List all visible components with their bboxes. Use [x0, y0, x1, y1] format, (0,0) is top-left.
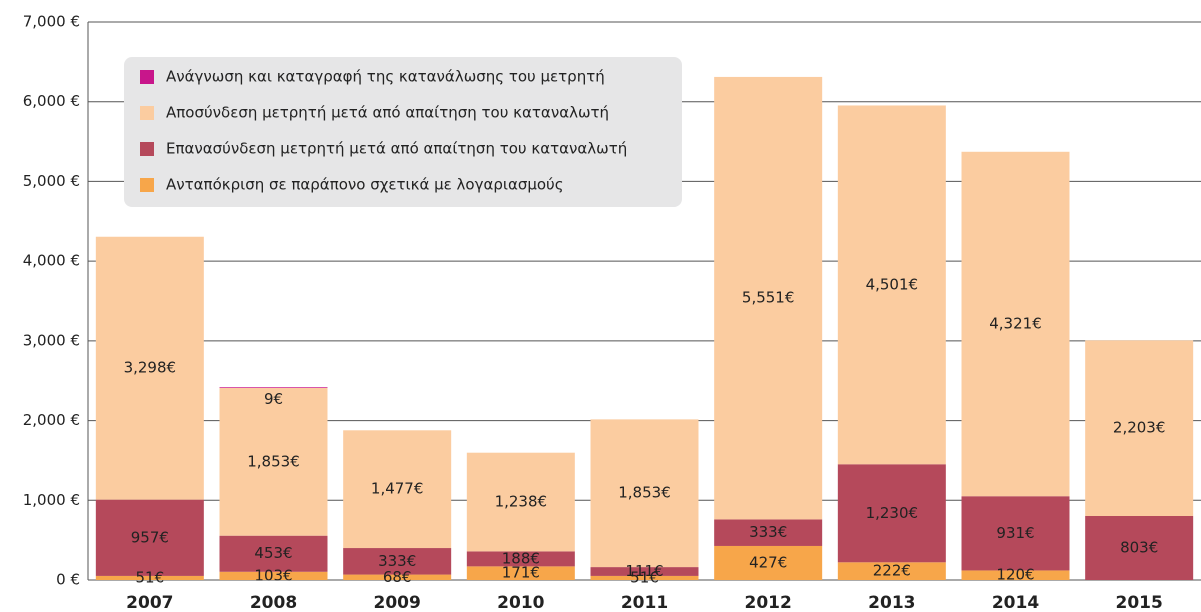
x-tick-label: 2010: [497, 593, 544, 612]
bar-segment: [343, 574, 452, 580]
bar-segment: [961, 570, 1070, 580]
bar-segment: [219, 387, 328, 536]
bar-segment: [219, 535, 328, 572]
y-tick-label: 6,000 €: [23, 92, 80, 110]
value-label: 51€: [630, 568, 659, 586]
bar-segment: [466, 551, 575, 567]
value-label: 103€: [254, 566, 292, 584]
value-label: 9€: [264, 390, 283, 408]
x-tick-label: 2015: [1116, 593, 1163, 612]
bar-segment: [1085, 515, 1194, 580]
value-label: 111€: [625, 562, 663, 580]
value-label: 68€: [383, 568, 412, 586]
legend-swatch: [140, 142, 154, 156]
bar-segment: [466, 566, 575, 580]
bar-segment: [714, 76, 823, 520]
value-label: 931€: [996, 524, 1034, 542]
value-label: 3,298€: [124, 359, 177, 377]
legend-box: [124, 57, 682, 207]
value-label: 1,238€: [495, 493, 548, 511]
legend-label: Επανασύνδεση μετρητή μετά από απαίτηση τ…: [166, 140, 627, 158]
bar-segment: [837, 562, 946, 580]
bar-segment: [343, 548, 452, 575]
bar-segment: [961, 151, 1070, 497]
value-label: 4,501€: [866, 275, 919, 293]
legend-swatch: [140, 106, 154, 120]
y-tick-label: 1,000 €: [23, 491, 80, 509]
bar-segment: [837, 464, 946, 563]
bar-segment: [1085, 340, 1194, 516]
value-label: 1,853€: [247, 452, 300, 470]
value-label: 5,551€: [742, 289, 795, 307]
y-tick-label: 0 €: [56, 571, 80, 589]
legend-label: Ανταπόκριση σε παράπονο σχετικά με λογαρ…: [166, 176, 564, 194]
value-label: 333€: [378, 552, 416, 570]
value-label: 453€: [254, 544, 292, 562]
bar-segment: [714, 519, 823, 546]
bar-segment: [837, 105, 946, 465]
x-tick-label: 2013: [868, 593, 915, 612]
bar-segment: [219, 571, 328, 580]
y-tick-label: 2,000 €: [23, 411, 80, 429]
bar-segment: [714, 545, 823, 580]
value-label: 188€: [502, 549, 540, 567]
bar-segment: [95, 499, 204, 576]
legend-swatch: [140, 70, 154, 84]
value-label: 427€: [749, 553, 787, 571]
value-label: 120€: [996, 566, 1034, 584]
value-label: 957€: [131, 528, 169, 546]
x-tick-label: 2007: [126, 593, 173, 612]
y-tick-label: 7,000 €: [23, 13, 80, 31]
value-label: 2,203€: [1113, 419, 1166, 437]
x-tick-label: 2008: [250, 593, 297, 612]
bar-segment: [590, 419, 699, 568]
value-label: 333€: [749, 523, 787, 541]
value-label: 803€: [1120, 538, 1158, 556]
x-tick-label: 2014: [992, 593, 1039, 612]
legend-label: Αποσύνδεση μετρητή μετά από απαίτηση του…: [166, 104, 609, 122]
legend-swatch: [140, 178, 154, 192]
bar-segment: [95, 575, 204, 580]
legend-label: Ανάγνωση και καταγραφή της κατανάλωσης τ…: [166, 68, 605, 86]
bar-segment: [95, 236, 204, 500]
value-label: 1,230€: [866, 504, 919, 522]
value-label: 1,853€: [618, 484, 671, 502]
x-tick-label: 2009: [374, 593, 421, 612]
y-tick-label: 3,000 €: [23, 331, 80, 349]
value-label: 222€: [873, 562, 911, 580]
bar-segment: [590, 575, 699, 580]
bar-segment: [343, 430, 452, 549]
bar-segment: [961, 496, 1070, 571]
value-label: 4,321€: [989, 314, 1042, 332]
value-label: 1,477€: [371, 480, 424, 498]
y-tick-label: 5,000 €: [23, 172, 80, 190]
bar-segment: [466, 452, 575, 552]
value-label: 51€: [136, 568, 165, 586]
value-label: 171€: [502, 564, 540, 582]
x-tick-label: 2011: [621, 593, 668, 612]
bar-segment: [590, 567, 699, 576]
x-tick-label: 2012: [745, 593, 792, 612]
y-tick-label: 4,000 €: [23, 252, 80, 270]
bar-segment: [219, 387, 328, 388]
